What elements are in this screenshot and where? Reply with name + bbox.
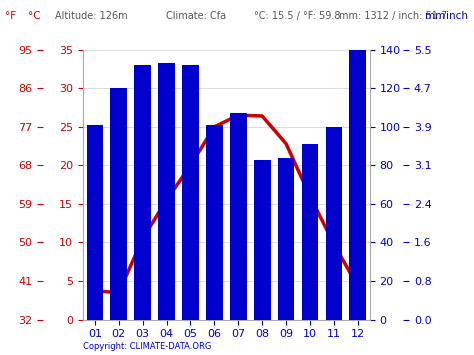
Bar (254, 159, 271, 320)
Bar (230, 113, 246, 320)
Bar (158, 63, 175, 320)
Bar (110, 88, 127, 320)
Text: inch: inch (446, 11, 467, 21)
Bar (206, 125, 223, 320)
Text: Altitude: 126m: Altitude: 126m (55, 11, 127, 21)
Text: mm: mm (425, 11, 445, 21)
Text: °F: °F (5, 11, 16, 21)
Bar (182, 65, 199, 320)
Bar (87, 125, 103, 320)
Text: Copyright: CLIMATE-DATA.ORG: Copyright: CLIMATE-DATA.ORG (83, 343, 211, 351)
Bar (278, 158, 294, 320)
Text: mm: 1312 / inch: 51.7: mm: 1312 / inch: 51.7 (339, 11, 447, 21)
Bar (349, 50, 366, 320)
Bar (301, 144, 319, 320)
Bar (326, 127, 342, 320)
Text: °C: °C (28, 11, 41, 21)
Text: °C: 15.5 / °F: 59.8: °C: 15.5 / °F: 59.8 (254, 11, 340, 21)
Bar (134, 65, 151, 320)
Text: Climate: Cfa: Climate: Cfa (166, 11, 226, 21)
